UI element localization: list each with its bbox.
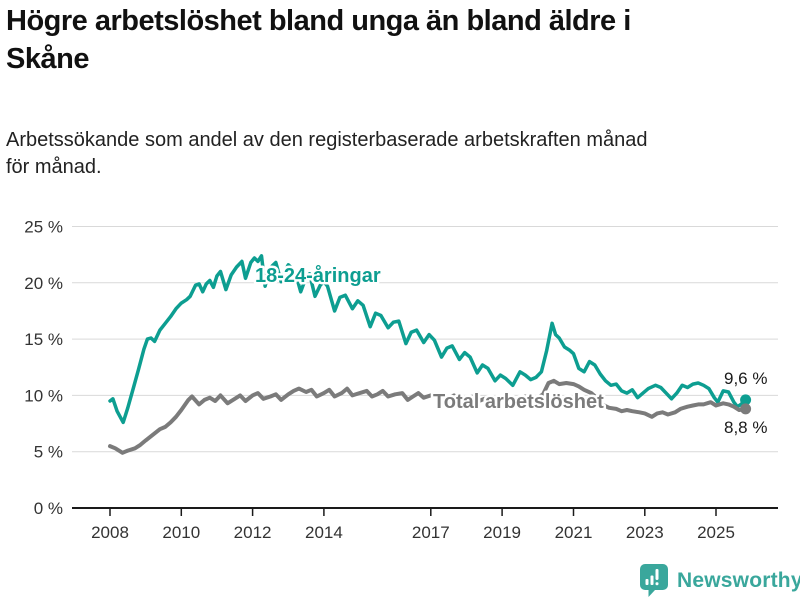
y-tick-label: 20 %	[24, 274, 63, 293]
y-tick-label: 0 %	[34, 499, 63, 518]
chart-subtitle: Arbetssökande som andel av den registerb…	[6, 127, 786, 181]
newsworthy-bubble-icon	[640, 564, 668, 597]
y-tick-label: 5 %	[34, 443, 63, 462]
x-tick-label: 2021	[555, 523, 593, 542]
title-line-1: Högre arbetslöshet bland unga än bland ä…	[6, 5, 631, 37]
y-tick-label: 25 %	[24, 218, 63, 237]
x-tick-label: 2014	[305, 523, 343, 542]
series-line-0	[108, 254, 748, 425]
subtitle-line-1: Arbetssökande som andel av den registerb…	[6, 129, 648, 151]
end-value-label-1: 8,8 %	[724, 418, 767, 437]
x-tick-label: 2019	[483, 523, 521, 542]
x-tick-label: 2012	[234, 523, 272, 542]
series-label-1: Total arbetslöshet	[433, 391, 604, 413]
subtitle-line-2: för månad.	[6, 156, 102, 178]
series-line-1	[108, 378, 748, 455]
title-line-2: Skåne	[6, 43, 89, 75]
end-dot-1	[740, 403, 752, 415]
series-label-0: 18-24-åringar	[255, 264, 381, 287]
end-value-label-0: 9,6 %	[724, 369, 767, 388]
x-tick-label: 2023	[626, 523, 664, 542]
page-title: Högre arbetslöshet bland unga än bland ä…	[6, 2, 796, 78]
end-dot-0	[740, 394, 752, 406]
x-tick-label: 2010	[162, 523, 200, 542]
y-tick-label: 10 %	[24, 386, 63, 405]
x-tick-label: 2017	[412, 523, 450, 542]
newsworthy-logo[interactable]: Newsworthy	[638, 563, 800, 599]
y-tick-label: 15 %	[24, 330, 63, 349]
x-tick-label: 2008	[91, 523, 129, 542]
newsworthy-wordmark: Newsworthy	[677, 569, 800, 592]
x-tick-label: 2025	[697, 523, 735, 542]
